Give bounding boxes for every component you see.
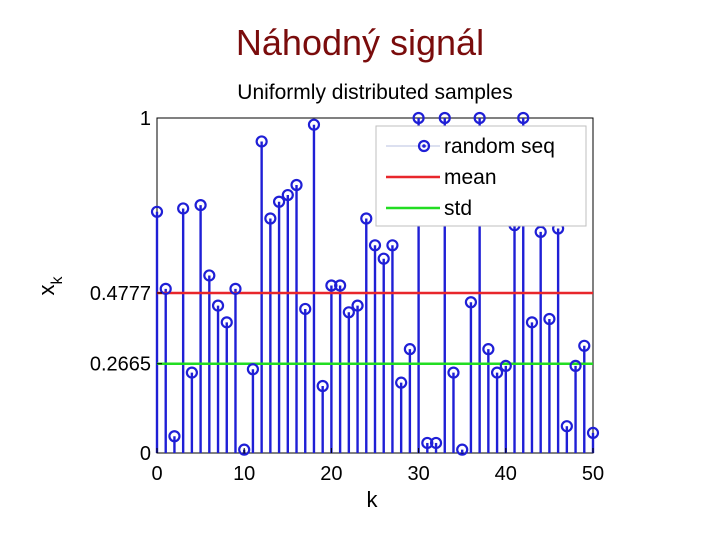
stem-marker (412, 111, 425, 125)
slide-title: Náhodný signál (235, 22, 485, 63)
stem-marker (525, 316, 539, 329)
stem-marker (438, 111, 451, 125)
stem-marker (203, 269, 216, 282)
markers-layer (150, 111, 600, 456)
legend-marker-dot (422, 144, 426, 148)
legend-box (375, 125, 587, 227)
y-ticks: 0 0.2665 0.4777 1 (90, 108, 162, 465)
stem-marker (560, 420, 573, 433)
stem-marker (377, 252, 390, 265)
stem-marker (229, 282, 242, 295)
stem-marker (185, 366, 198, 379)
stem-marker (386, 239, 399, 252)
stem-marker (299, 302, 312, 316)
stem-marker (456, 443, 469, 456)
stem-marker (220, 316, 233, 329)
stem-marker (395, 376, 408, 389)
chart-title: Uniformly distributed samples (237, 81, 512, 104)
stem-marker (490, 366, 504, 379)
stem-marker (307, 118, 321, 131)
x-tick-label: 50 (582, 463, 604, 485)
x-ticks: 0 10 20 30 40 50 (151, 448, 604, 485)
stem-marker (543, 312, 556, 326)
stem-marker (578, 339, 591, 352)
legend: random seq mean std (375, 125, 587, 227)
legend-label: std (444, 197, 472, 220)
legend-label: mean (444, 166, 497, 189)
stem-marker (159, 282, 172, 295)
stem-marker (421, 436, 434, 450)
stem-marker (272, 195, 286, 208)
x-tick-label: 0 (151, 463, 162, 485)
stem-marker (429, 436, 443, 450)
stem-marker (447, 366, 460, 379)
x-tick-label: 10 (233, 463, 255, 485)
x-axis-label: k (367, 487, 379, 512)
legend-label: random seq (444, 135, 555, 158)
stem-marker (482, 343, 495, 356)
stem-marker (403, 343, 416, 356)
stem-marker (464, 296, 478, 309)
y-tick-label: 0.4777 (90, 283, 151, 305)
x-tick-label: 20 (320, 463, 342, 485)
stem-marker (569, 359, 582, 372)
legend-marker-random-seq (417, 139, 431, 153)
y-axis-label-main: x (34, 285, 59, 296)
reference-lines (157, 291, 593, 365)
stem-marker (264, 212, 277, 225)
stem-marker (360, 212, 373, 225)
stem-marker (351, 299, 364, 312)
stem-marker (150, 205, 164, 218)
stem-marker (255, 135, 268, 148)
stem-marker (290, 178, 303, 192)
stem-marker (238, 443, 251, 456)
stem-marker (473, 111, 486, 125)
stem-marker (168, 430, 181, 443)
stem-marker (246, 363, 260, 376)
stem-marker (586, 426, 600, 439)
stem-marker (194, 199, 207, 212)
stem-marker (325, 279, 338, 292)
stem-marker (534, 225, 547, 238)
stem-marker (368, 239, 382, 252)
stem-marker (316, 379, 329, 393)
stem-marker (342, 306, 355, 319)
stem-marker (499, 359, 512, 372)
x-tick-label: 40 (495, 463, 517, 485)
stem-marker (177, 202, 190, 215)
y-axis-label-sub: k (49, 276, 66, 285)
stem-marker (281, 188, 294, 202)
stem-marker (517, 111, 530, 125)
y-axis-label: xk (34, 276, 66, 296)
y-tick-label: 1 (140, 108, 151, 130)
stem-marker (211, 299, 225, 312)
x-tick-label: 30 (407, 463, 429, 485)
y-tick-label: 0.2665 (90, 354, 151, 376)
stem-marker (334, 279, 347, 292)
y-tick-label: 0 (140, 443, 151, 465)
